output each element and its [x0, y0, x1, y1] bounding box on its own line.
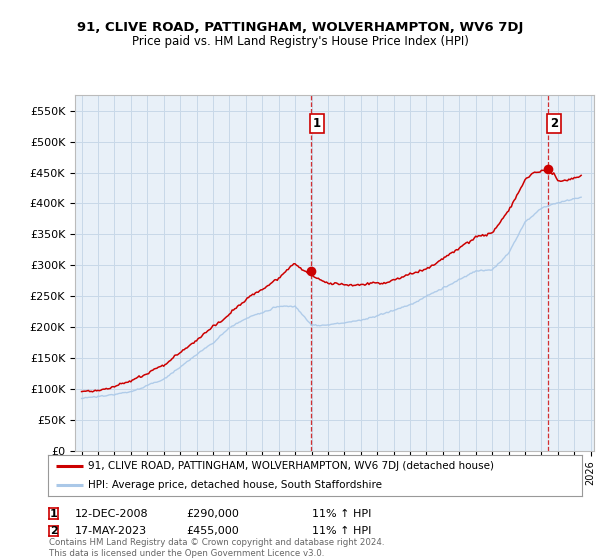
Text: 91, CLIVE ROAD, PATTINGHAM, WOLVERHAMPTON, WV6 7DJ (detached house): 91, CLIVE ROAD, PATTINGHAM, WOLVERHAMPTO… [88, 461, 494, 471]
Text: Price paid vs. HM Land Registry's House Price Index (HPI): Price paid vs. HM Land Registry's House … [131, 35, 469, 48]
Text: 2: 2 [50, 526, 58, 536]
Text: £290,000: £290,000 [186, 508, 239, 519]
Text: 2: 2 [550, 117, 558, 130]
Text: 91, CLIVE ROAD, PATTINGHAM, WOLVERHAMPTON, WV6 7DJ: 91, CLIVE ROAD, PATTINGHAM, WOLVERHAMPTO… [77, 21, 523, 34]
Text: £455,000: £455,000 [186, 526, 239, 536]
Text: 11% ↑ HPI: 11% ↑ HPI [312, 508, 371, 519]
Text: Contains HM Land Registry data © Crown copyright and database right 2024.
This d: Contains HM Land Registry data © Crown c… [49, 538, 385, 558]
Text: 11% ↑ HPI: 11% ↑ HPI [312, 526, 371, 536]
Text: 1: 1 [50, 508, 58, 519]
Text: 12-DEC-2008: 12-DEC-2008 [75, 508, 149, 519]
Text: 17-MAY-2023: 17-MAY-2023 [75, 526, 147, 536]
Text: HPI: Average price, detached house, South Staffordshire: HPI: Average price, detached house, Sout… [88, 480, 382, 489]
Text: 1: 1 [313, 117, 321, 130]
